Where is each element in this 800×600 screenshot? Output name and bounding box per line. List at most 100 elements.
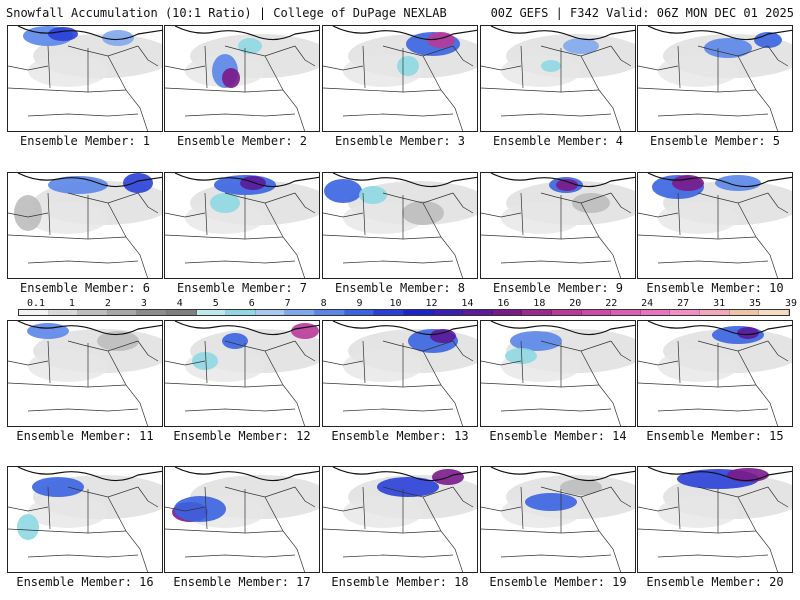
ensemble-member-map bbox=[7, 466, 163, 573]
snowfall-map-svg bbox=[323, 467, 477, 572]
color-scale-swatch bbox=[700, 310, 730, 315]
color-scale-swatch bbox=[285, 310, 316, 315]
snowfall-map-svg bbox=[481, 321, 635, 426]
color-scale-swatch bbox=[611, 310, 641, 315]
color-scale-swatch bbox=[167, 310, 197, 315]
ensemble-member-map bbox=[480, 466, 636, 573]
snowfall-map-svg bbox=[638, 321, 792, 426]
color-scale-label: 6 bbox=[248, 298, 255, 309]
ensemble-member-caption: Ensemble Member: 12 bbox=[173, 429, 311, 443]
color-scale-swatch bbox=[670, 310, 701, 315]
snowfall-map-svg bbox=[323, 26, 477, 131]
color-scale-label: 22 bbox=[605, 298, 618, 309]
color-scale-label: 35 bbox=[749, 298, 762, 309]
snowfall-map-svg bbox=[165, 26, 319, 131]
ensemble-member-map bbox=[164, 320, 320, 427]
color-scale-swatch bbox=[78, 310, 108, 315]
color-scale-swatch bbox=[463, 310, 493, 315]
color-scale-swatch bbox=[344, 310, 375, 315]
product-title: Snowfall Accumulation (10:1 Ratio) | Col… bbox=[6, 6, 447, 20]
ensemble-member-caption: Ensemble Member: 10 bbox=[646, 281, 784, 295]
ensemble-member-map bbox=[7, 25, 163, 132]
color-scale-label: 10 bbox=[389, 298, 402, 309]
color-scale-swatch bbox=[196, 310, 227, 315]
snowfall-map-svg bbox=[165, 467, 319, 572]
ensemble-member-caption: Ensemble Member: 2 bbox=[176, 134, 308, 148]
snowfall-map-svg bbox=[165, 321, 319, 426]
snowfall-map-svg bbox=[8, 173, 162, 278]
ensemble-member-caption: Ensemble Member: 6 bbox=[19, 281, 151, 295]
color-scale-label: 16 bbox=[497, 298, 510, 309]
color-scale-label: 18 bbox=[533, 298, 546, 309]
snowfall-map-svg bbox=[8, 321, 162, 426]
ensemble-member-map bbox=[7, 172, 163, 279]
color-scale-swatch bbox=[137, 310, 168, 315]
ensemble-member-map bbox=[637, 466, 793, 573]
snowfall-map-svg bbox=[638, 467, 792, 572]
ensemble-member-map bbox=[164, 25, 320, 132]
ensemble-member-map bbox=[480, 25, 636, 132]
ensemble-member-caption: Ensemble Member: 1 bbox=[19, 134, 151, 148]
ensemble-member-map bbox=[322, 466, 478, 573]
color-scale-label: 3 bbox=[140, 298, 147, 309]
snowfall-map-svg bbox=[8, 467, 162, 572]
color-scale-label: 7 bbox=[284, 298, 291, 309]
color-scale-label: 39 bbox=[784, 298, 798, 309]
color-scale-label: 27 bbox=[677, 298, 690, 309]
ensemble-member-map bbox=[7, 320, 163, 427]
color-scale-swatch bbox=[551, 310, 582, 315]
color-scale-labels: 0.1 1 2 3 4 5 6 7 8 9 10 12 14 16 18 20 22 24 27 31 35 39 bbox=[6, 298, 798, 309]
ensemble-member-caption: Ensemble Member: 5 bbox=[649, 134, 781, 148]
snowfall-map-svg bbox=[638, 26, 792, 131]
color-scale-label: 2 bbox=[104, 298, 111, 309]
color-scale-label: 14 bbox=[461, 298, 474, 309]
ensemble-member-caption: Ensemble Member: 18 bbox=[331, 575, 469, 589]
snowfall-map-svg bbox=[8, 26, 162, 131]
ensemble-member-map bbox=[480, 320, 636, 427]
color-scale-swatch bbox=[48, 310, 79, 315]
ensemble-member-map bbox=[637, 172, 793, 279]
color-scale-swatch bbox=[107, 310, 138, 315]
snowfall-map-svg bbox=[638, 173, 792, 278]
color-scale-label: 1 bbox=[68, 298, 75, 309]
color-scale-swatch bbox=[522, 310, 552, 315]
color-scale-swatch bbox=[374, 310, 404, 315]
ensemble-member-caption: Ensemble Member: 4 bbox=[492, 134, 624, 148]
color-scale-label: 4 bbox=[176, 298, 183, 309]
ensemble-member-caption: Ensemble Member: 3 bbox=[334, 134, 466, 148]
color-scale-label: 9 bbox=[356, 298, 363, 309]
color-scale-swatch bbox=[19, 310, 49, 315]
color-scale-bar bbox=[18, 309, 790, 316]
ensemble-member-map bbox=[322, 320, 478, 427]
run-valid-time: 00Z GEFS | F342 Valid: 06Z MON DEC 01 20… bbox=[490, 6, 794, 20]
color-scale-swatch bbox=[403, 310, 434, 315]
color-scale-swatch bbox=[433, 310, 464, 315]
ensemble-member-caption: Ensemble Member: 8 bbox=[334, 281, 466, 295]
ensemble-member-map bbox=[322, 25, 478, 132]
snowfall-color-scale: 0.1 1 2 3 4 5 6 7 8 9 10 12 14 16 18 20 22 24 27 31 35 39 bbox=[6, 298, 798, 318]
color-scale-label: 31 bbox=[713, 298, 726, 309]
ensemble-member-map bbox=[322, 172, 478, 279]
color-scale-swatch bbox=[226, 310, 256, 315]
color-scale-label: 5 bbox=[212, 298, 219, 309]
color-scale-swatch bbox=[492, 310, 523, 315]
ensemble-member-caption: Ensemble Member: 7 bbox=[176, 281, 308, 295]
ensemble-member-caption: Ensemble Member: 17 bbox=[173, 575, 311, 589]
ensemble-member-caption: Ensemble Member: 16 bbox=[16, 575, 154, 589]
ensemble-member-caption: Ensemble Member: 20 bbox=[646, 575, 784, 589]
header: Snowfall Accumulation (10:1 Ratio) | Col… bbox=[0, 0, 800, 22]
snowfall-map-svg bbox=[481, 467, 635, 572]
ensemble-member-map bbox=[164, 172, 320, 279]
color-scale-swatch bbox=[315, 310, 345, 315]
ensemble-member-map bbox=[637, 25, 793, 132]
snowfall-map-svg bbox=[323, 321, 477, 426]
snowfall-map-svg bbox=[165, 173, 319, 278]
color-scale-swatch bbox=[759, 310, 789, 315]
color-scale-swatch bbox=[581, 310, 612, 315]
snowfall-map-svg bbox=[323, 173, 477, 278]
ensemble-member-map bbox=[637, 320, 793, 427]
color-scale-swatch bbox=[640, 310, 671, 315]
ensemble-member-caption: Ensemble Member: 9 bbox=[492, 281, 624, 295]
ensemble-member-caption: Ensemble Member: 11 bbox=[16, 429, 154, 443]
snowfall-map-svg bbox=[481, 26, 635, 131]
